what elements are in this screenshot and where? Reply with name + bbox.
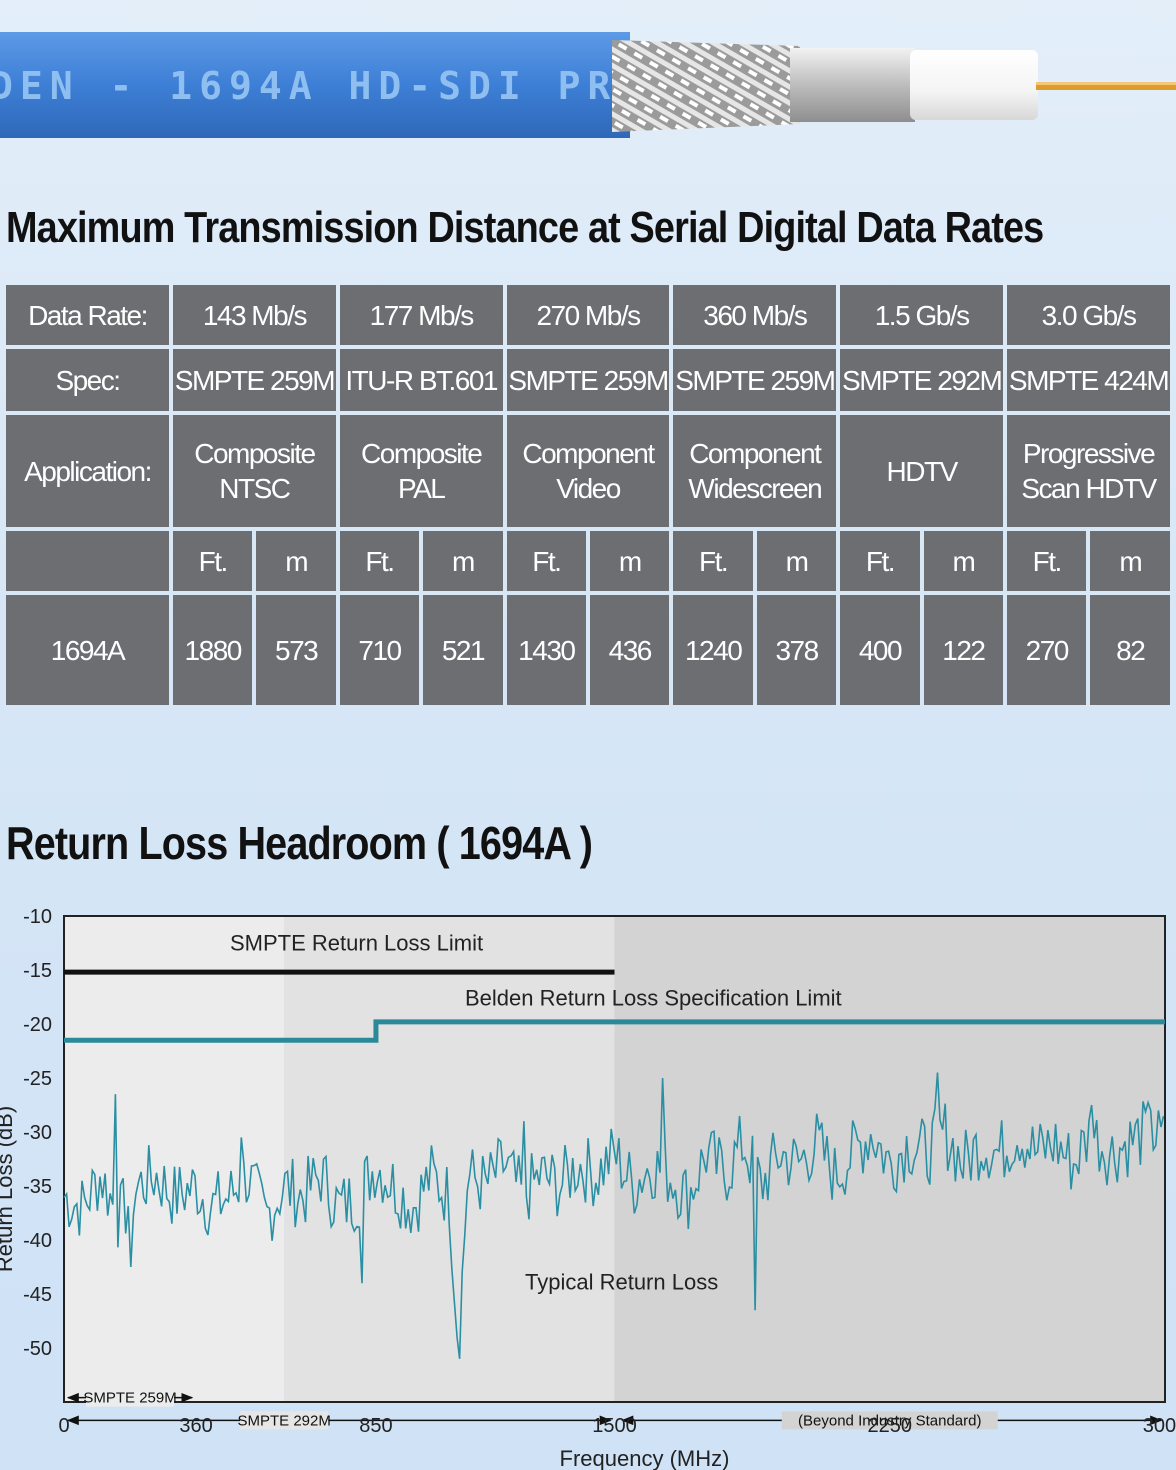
x-tick-label: 0: [58, 1415, 69, 1437]
unit-ft: Ft.: [173, 531, 253, 591]
application-cell: Progressive Scan HDTV: [1007, 415, 1170, 527]
spec-cell: SMPTE 259M: [673, 349, 837, 411]
cable-jacket: [0, 32, 630, 138]
region-label: SMPTE 292M: [238, 1412, 331, 1429]
distance-ft: 1240: [673, 595, 753, 705]
belden-limit-label: Belden Return Loss Specification Limit: [465, 986, 842, 1011]
units-row: Ft. m Ft. m Ft. m Ft. m Ft. m Ft. m: [6, 531, 1170, 591]
y-tick-label: -20: [23, 1014, 52, 1036]
y-tick-label: -35: [23, 1176, 52, 1198]
application-cell: Component Video: [506, 415, 670, 527]
data-rate-cell: 270 Mb/s: [506, 285, 670, 345]
unit-ft: Ft.: [840, 531, 920, 591]
unit-ft: Ft.: [339, 531, 420, 591]
unit-ft: Ft.: [506, 531, 587, 591]
data-rate-cell: 143 Mb/s: [173, 285, 336, 345]
application-row: Application: Composite NTSC Composite PAL …: [6, 415, 1170, 527]
plot-frame: [63, 915, 1166, 1403]
distance-m: 436: [590, 595, 670, 705]
unit-m: m: [923, 531, 1004, 591]
x-tick-label: 2250: [868, 1415, 913, 1437]
cable-illustration: [0, 32, 1176, 138]
unit-m: m: [256, 531, 336, 591]
application-cell: Composite NTSC: [173, 415, 336, 527]
distance-m: 82: [1090, 595, 1170, 705]
row-label-data-rate: Data Rate:: [6, 285, 169, 345]
distance-m: 122: [923, 595, 1004, 705]
y-axis-label: Return Loss (dB): [0, 1106, 17, 1272]
spec-cell: SMPTE 424M: [1007, 349, 1170, 411]
data-rate-row: Data Rate: 143 Mb/s 177 Mb/s 270 Mb/s 36…: [6, 285, 1170, 345]
background-band: [64, 916, 285, 1402]
return-loss-chart: SMPTE Return Loss Limit Belden Return Los…: [0, 906, 1176, 1470]
y-tick-label: -25: [23, 1068, 52, 1090]
background-band: [284, 916, 615, 1402]
distance-ft: 710: [339, 595, 420, 705]
unit-m: m: [590, 531, 670, 591]
typical-return-loss-line: [63, 1072, 1165, 1359]
unit-ft: Ft.: [673, 531, 753, 591]
distance-m: 521: [423, 595, 503, 705]
unit-ft: Ft.: [1007, 531, 1087, 591]
spec-row: Spec: SMPTE 259M ITU-R BT.601 SMPTE 259M…: [6, 349, 1170, 411]
y-tick-label: -15: [23, 960, 52, 982]
distance-ft: 270: [1007, 595, 1087, 705]
distance-m: 573: [256, 595, 336, 705]
application-cell: Composite PAL: [339, 415, 503, 527]
spec-table: Data Rate: 143 Mb/s 177 Mb/s 270 Mb/s 36…: [2, 281, 1174, 709]
y-tick-label: -40: [23, 1230, 52, 1252]
distance-ft: 1880: [173, 595, 253, 705]
unit-m: m: [423, 531, 503, 591]
data-rate-cell: 3.0 Gb/s: [1007, 285, 1170, 345]
distance-m: 378: [756, 595, 837, 705]
region-label: (Beyond Industry Standard): [798, 1412, 981, 1429]
spec-cell: SMPTE 259M: [173, 349, 336, 411]
distance-ft: 1430: [506, 595, 587, 705]
x-tick-label: 850: [359, 1415, 392, 1437]
spec-cell: SMPTE 259M: [506, 349, 670, 411]
chart-title: Return Loss Headroom ( 1694A ): [6, 817, 593, 869]
unit-m: m: [756, 531, 837, 591]
application-cell: HDTV: [840, 415, 1004, 527]
y-tick-label: -50: [23, 1338, 52, 1360]
y-tick-label: -45: [23, 1284, 52, 1306]
cable-braid: [612, 40, 800, 132]
cable-center-conductor: [1036, 82, 1176, 90]
spec-cell: SMPTE 292M: [840, 349, 1004, 411]
spec-cell: ITU-R BT.601: [339, 349, 503, 411]
x-tick-label: 1500: [592, 1415, 637, 1437]
row-label-application: Application:: [6, 415, 169, 527]
distance-ft: 400: [840, 595, 920, 705]
application-cell: Component Widescreen: [673, 415, 837, 527]
data-rate-cell: 360 Mb/s: [673, 285, 837, 345]
y-tick-label: -10: [23, 906, 52, 928]
x-tick-label: 360: [179, 1415, 212, 1437]
data-rate-cell: 1.5 Gb/s: [840, 285, 1004, 345]
limit-line: [64, 1019, 1165, 1043]
region-label: SMPTE 259M: [83, 1390, 176, 1407]
smpte-limit-label: SMPTE Return Loss Limit: [230, 931, 483, 956]
y-tick-label: -30: [23, 1122, 52, 1144]
row-label-spec: Spec:: [6, 349, 169, 411]
cable-print-text: DEN - 1694A HD-SDI PR: [0, 64, 610, 108]
cable-foil: [790, 48, 915, 122]
row-label-cable: 1694A: [6, 595, 169, 705]
data-rate-cell: 177 Mb/s: [339, 285, 503, 345]
unit-m: m: [1090, 531, 1170, 591]
cable-dielectric: [910, 50, 1038, 120]
cable-values-row: 1694A 1880 573 710 521 1430 436 1240 378 400…: [6, 595, 1170, 705]
series-label: Typical Return Loss: [525, 1270, 718, 1295]
table-title: Maximum Transmission Distance at Serial …: [6, 203, 1044, 252]
x-tick-label: 3000: [1143, 1415, 1176, 1437]
x-axis-label: Frequency (MHz): [560, 1446, 730, 1470]
row-label-units: [6, 531, 169, 591]
